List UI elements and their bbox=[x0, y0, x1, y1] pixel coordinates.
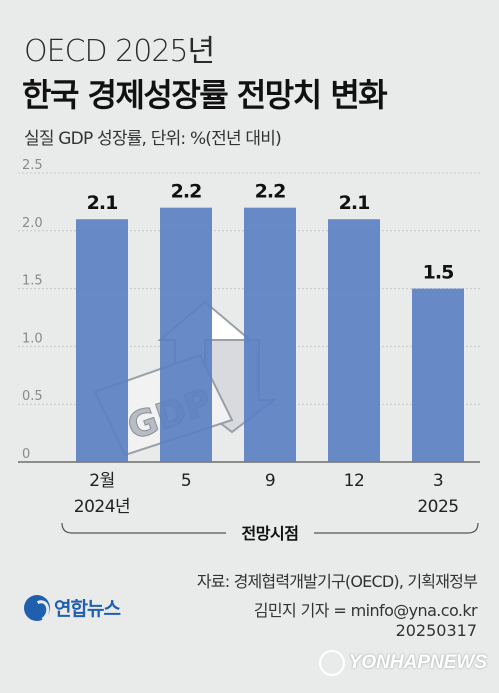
bar bbox=[160, 207, 212, 462]
value-label: 2.2 bbox=[171, 181, 202, 203]
page-title: 한국 경제성장률 전망치 변화 bbox=[22, 76, 388, 114]
x-tick-label: 2월 bbox=[89, 471, 114, 491]
value-labels: 2.1 2.2 2.2 2.1 1.5 bbox=[87, 181, 455, 284]
x-tick-label: 5 bbox=[181, 471, 191, 491]
source-note: 자료: 경제협력개발기구(OECD), 기획재정부 bbox=[196, 572, 478, 591]
yonhap-logo-text: 연합뉴스 bbox=[54, 598, 121, 620]
value-label: 1.5 bbox=[423, 262, 454, 284]
value-label: 2.2 bbox=[255, 181, 286, 203]
watermark-circle-icon bbox=[318, 650, 345, 676]
x-axis-bracket: 전망시점 bbox=[61, 521, 479, 545]
xlabel-background bbox=[226, 521, 314, 545]
x-tick-label: 2024년 bbox=[74, 497, 130, 517]
value-label: 2.1 bbox=[339, 192, 370, 214]
y-tick-label: 1.5 bbox=[22, 274, 43, 289]
x-tick-label: 9 bbox=[265, 471, 275, 491]
y-tick-label: 0 bbox=[22, 447, 30, 462]
bar bbox=[412, 288, 464, 462]
yonhap-logo-icon bbox=[24, 594, 50, 621]
title-line-1: OECD 2025년 bbox=[24, 34, 215, 69]
chart-subtitle: 실질 GDP 성장률, 단위: %(전년 대비) bbox=[24, 129, 282, 149]
y-tick-label: 0.5 bbox=[22, 389, 43, 404]
x-axis-ticks: 2월 2024년 5 9 12 3 2025 bbox=[74, 471, 459, 517]
y-tick-label: 2.5 bbox=[22, 158, 43, 173]
y-tick-label: 1.0 bbox=[22, 331, 43, 346]
y-tick-label: 2.0 bbox=[22, 216, 43, 231]
y-axis-ticks: 0 0.5 1.0 1.5 2.0 2.5 bbox=[22, 158, 43, 462]
bar bbox=[76, 219, 128, 462]
reporter-credit: 김민지 기자 = minfo@yna.co.kr bbox=[253, 601, 478, 620]
date-code: 20250317 bbox=[395, 621, 477, 640]
x-tick-label: 3 bbox=[433, 471, 443, 491]
x-tick-label: 12 bbox=[344, 471, 365, 491]
bars bbox=[76, 207, 464, 462]
yonhap-watermark: YONHAPNEWS bbox=[318, 650, 487, 676]
watermark-text: YONHAPNEWS bbox=[348, 652, 487, 673]
bar bbox=[244, 207, 296, 462]
bar bbox=[328, 219, 380, 462]
x-axis-label: 전망시점 bbox=[242, 524, 299, 543]
yonhap-logo: 연합뉴스 bbox=[24, 594, 121, 621]
value-label: 2.1 bbox=[87, 192, 118, 214]
x-tick-label: 2025 bbox=[417, 497, 458, 517]
